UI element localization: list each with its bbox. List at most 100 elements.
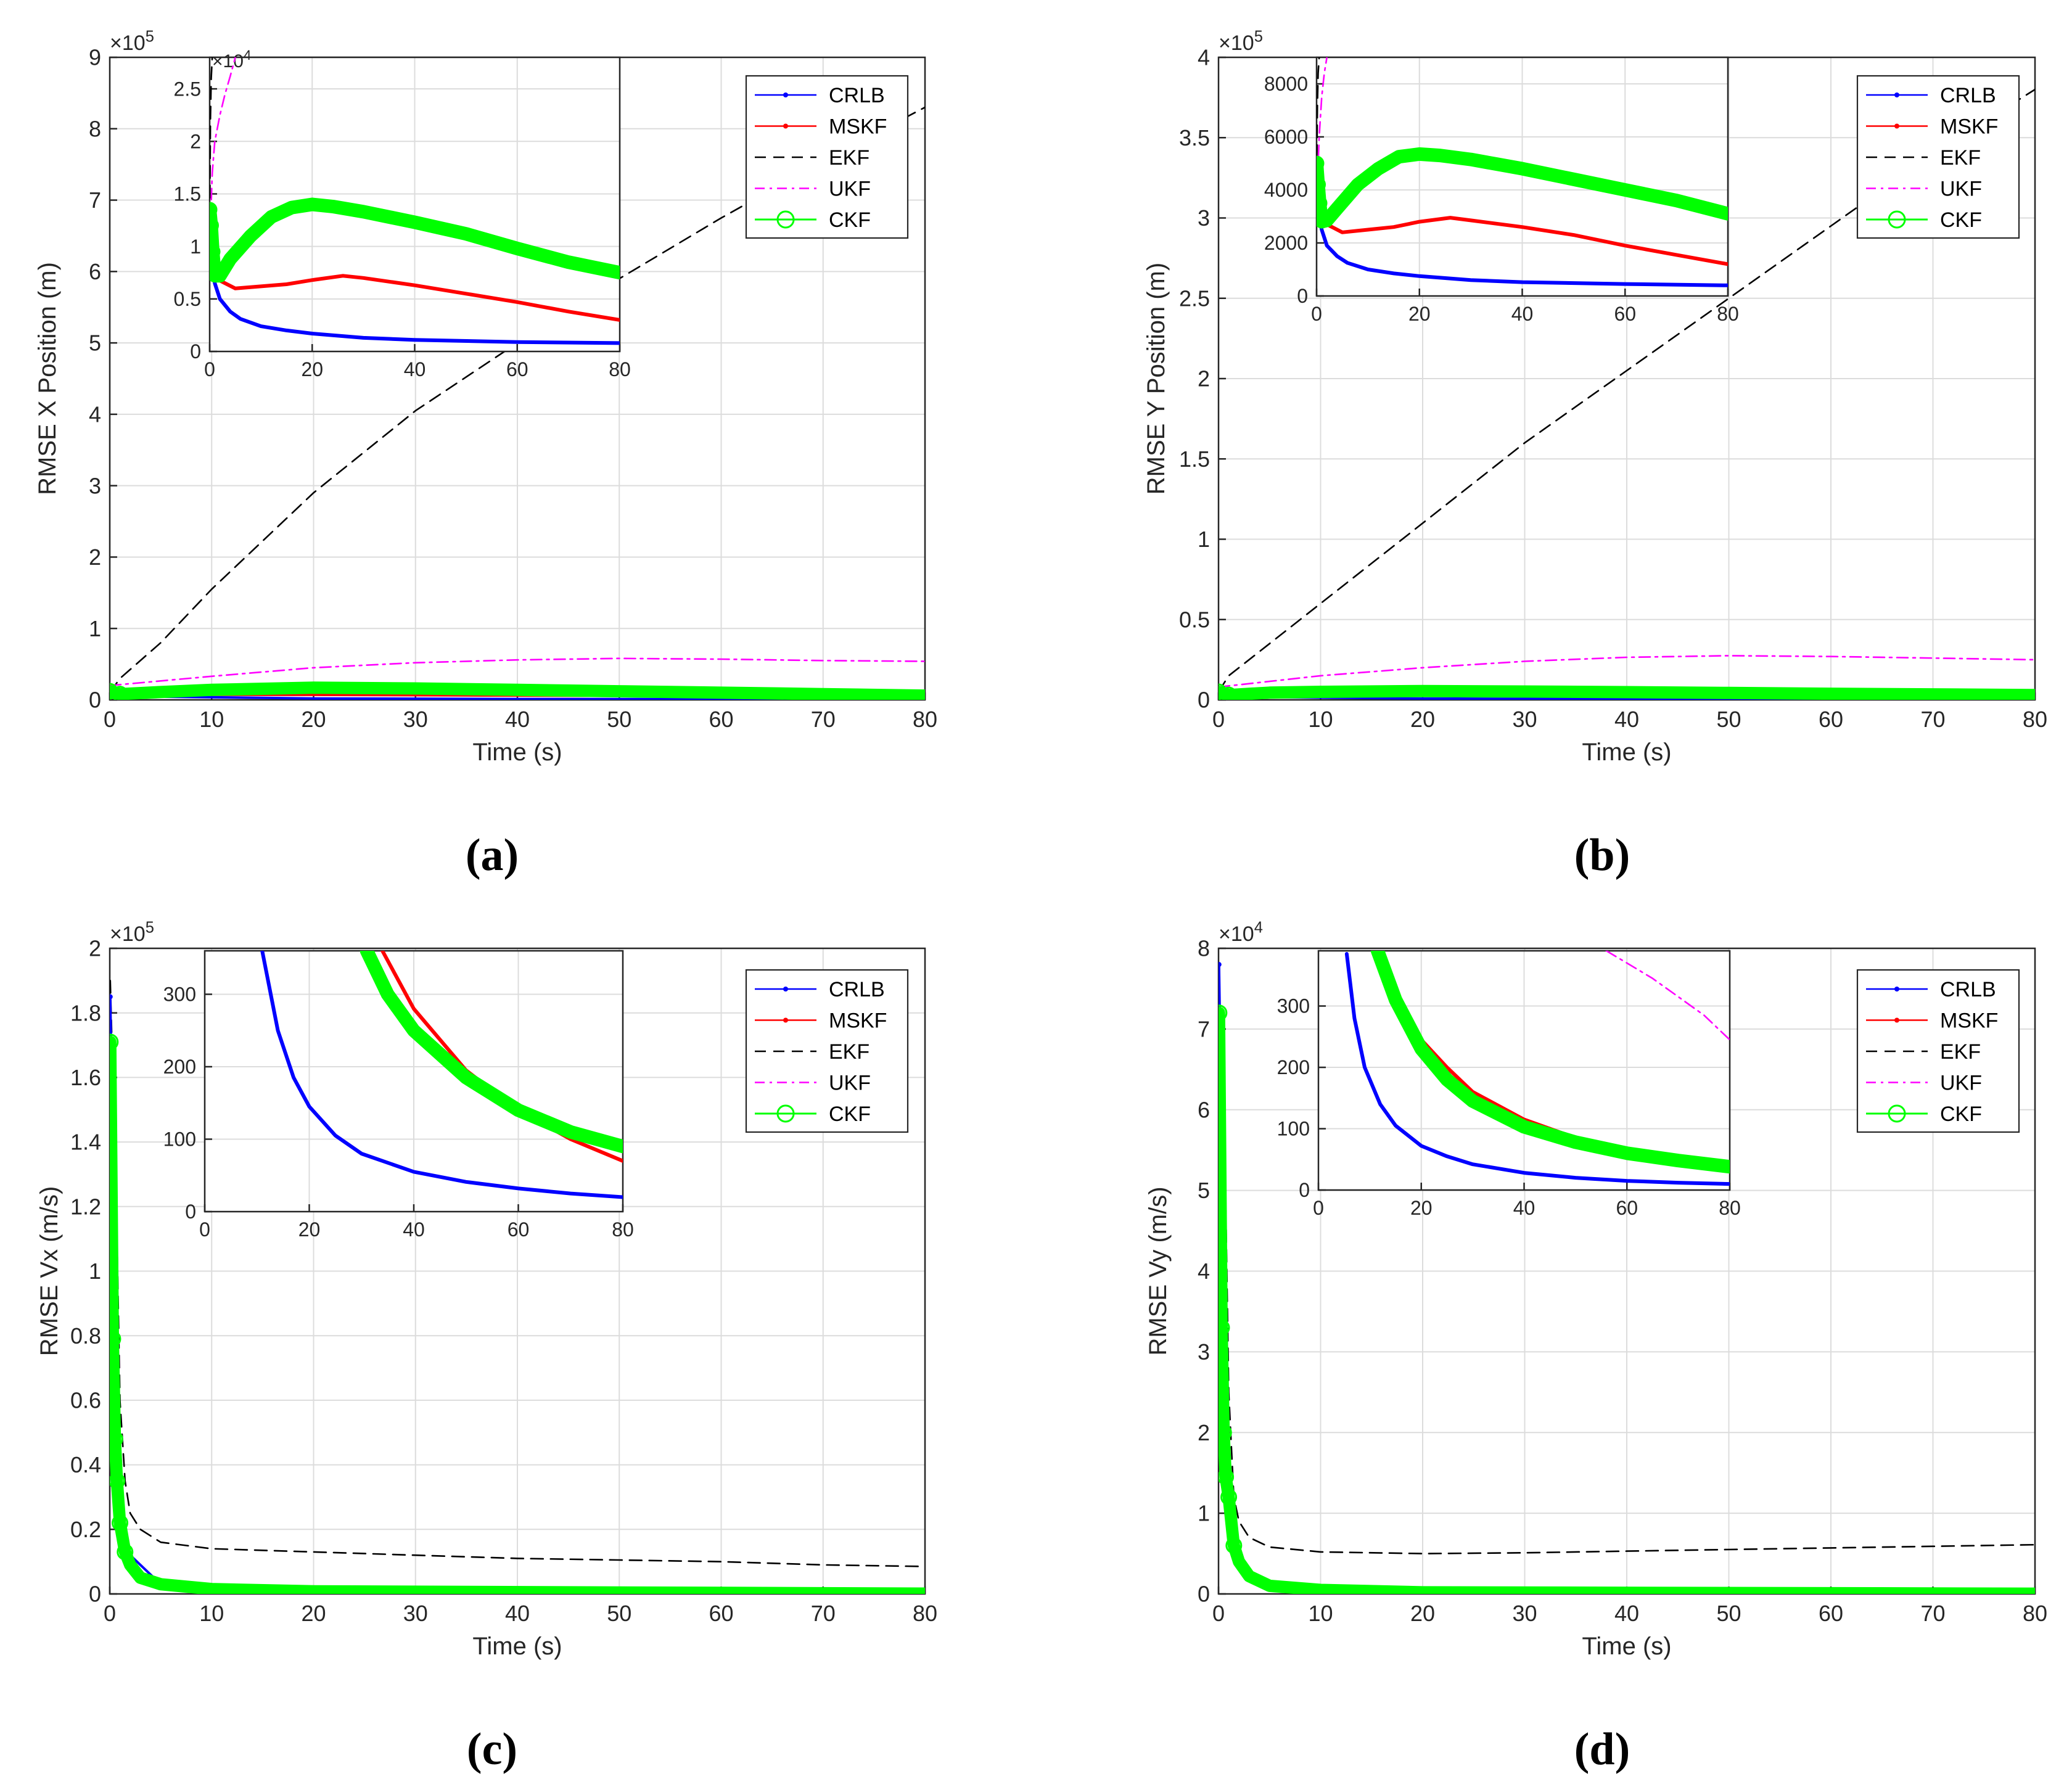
- chart-d-inset-ytick-label-2: 200: [1277, 1056, 1310, 1078]
- chart-c: 0 10 20 30 40 50 60 70 8000.20.40.60.811.21.41.6…: [36, 919, 937, 1660]
- chart-b-ckf-marker-0: [1219, 683, 1227, 700]
- chart-c-legend-label-mskf: MSKF: [829, 1009, 887, 1033]
- chart-a-inset-exponent-base: ×10: [212, 51, 244, 72]
- chart-a-legend-marker-ckf: [776, 210, 795, 229]
- chart-c-legend-marker-ckf: [776, 1104, 795, 1123]
- chart-d-ytick-label-6: 6: [1198, 1097, 1210, 1122]
- chart-d-inset-xtick-label-1: 20: [1410, 1197, 1433, 1219]
- chart-c-ytick-label-7: 1.4: [70, 1130, 101, 1155]
- chart-a-legend-dot-crlb: [783, 92, 788, 97]
- chart-b-legend-label-ukf: UKF: [1940, 178, 1982, 201]
- chart-b-legend-label-crlb: CRLB: [1940, 84, 1996, 107]
- chart-a-inset-series-mskf: [210, 244, 620, 322]
- chart-b-xtick-label-8: 80: [2023, 707, 2047, 732]
- chart-c-ylabel: RMSE Vx (m/s): [36, 1186, 63, 1357]
- chart-b-inset-ckf-marker-2: [1317, 195, 1328, 211]
- chart-c-legend-label-ckf: CKF: [829, 1102, 871, 1126]
- chart-c-xtick-label-3: 30: [403, 1601, 428, 1626]
- chart-b-series-ukf: [1219, 655, 2035, 688]
- chart-d-ytick-label-3: 3: [1198, 1339, 1210, 1365]
- chart-b-inset-ckf-marker-1: [1317, 176, 1326, 192]
- chart-b-legend-dot-mskf: [1894, 123, 1899, 129]
- chart-c-ytick-label-8: 1.6: [70, 1065, 101, 1090]
- chart-a-ytick-label-6: 6: [89, 259, 101, 284]
- chart-a-legend-box: [745, 75, 909, 239]
- chart-b-ytick-label-4: 2: [1198, 366, 1210, 392]
- chart-a-inset-xtick-label-0: 0: [204, 358, 215, 380]
- chart-c-ckf-marker-5: [117, 1543, 134, 1561]
- chart-b-inset-series-crlb: [1317, 188, 1728, 287]
- chart-a-exponent-power: 5: [146, 28, 154, 45]
- chart-d-legend-label-crlb: CRLB: [1940, 978, 1996, 1001]
- chart-c-ytick-label-6: 1.2: [70, 1194, 101, 1219]
- chart-c-exponent: ×105: [110, 919, 154, 946]
- chart-b-legend-label-mskf: MSKF: [1940, 115, 1998, 139]
- chart-a-xlabel: Time (s): [472, 739, 562, 766]
- chart-a-ytick-label-3: 3: [89, 473, 101, 498]
- chart-d-inset-ytick-label-1: 100: [1277, 1118, 1310, 1140]
- chart-b-xtick-label-5: 50: [1716, 707, 1741, 732]
- chart-c-ckf-marker-2: [110, 1431, 123, 1448]
- chart-d-crlb-dot: [1219, 962, 1222, 967]
- chart-d-inset-xtick-label-3: 60: [1616, 1197, 1638, 1219]
- chart-d-exponent: ×104: [1219, 919, 1263, 946]
- chart-c-inset: 0 20 40 60 80 0 100 200 300: [163, 950, 634, 1241]
- chart-b-xtick-label-2: 20: [1410, 707, 1435, 732]
- chart-a-inset-xtick-label-1: 20: [301, 358, 323, 380]
- chart-b-inset-series-mskf: [1317, 201, 1728, 266]
- chart-c-ytick-label-2: 0.4: [70, 1452, 101, 1477]
- chart-a-xtick-label-8: 80: [913, 707, 937, 732]
- chart-d-ytick-label-8: 8: [1198, 936, 1210, 961]
- chart-b-ytick-label-0: 0: [1198, 688, 1210, 713]
- chart-a-ytick-label-9: 9: [89, 45, 101, 70]
- chart-a-inset-ytick-label-4: 2: [190, 130, 201, 152]
- chart-b-inset-xtick-label-4: 80: [1717, 303, 1739, 325]
- chart-b-inset: 0 20 40 60 80 0 2000 4000 6000 8000: [1264, 56, 1739, 325]
- chart-b-ytick-label-1: 0.5: [1179, 607, 1210, 632]
- chart-d-xtick-label-4: 40: [1614, 1601, 1639, 1626]
- chart-a-inset-ckf-marker-1: [210, 218, 219, 234]
- chart-d-legend-dot-mskf: [1894, 1017, 1899, 1023]
- chart-b-xtick-label-0: 0: [1212, 707, 1225, 732]
- chart-c-ytick-label-1: 0.2: [70, 1517, 101, 1542]
- chart-b-ytick-label-6: 3: [1198, 205, 1210, 231]
- chart-c-ytick-label-0: 0: [89, 1582, 101, 1607]
- chart-b-inset-ytick-label-3: 6000: [1264, 126, 1308, 148]
- chart-b-ytick-label-3: 1.5: [1179, 446, 1210, 472]
- chart-b-inset-xtick-label-2: 40: [1511, 303, 1534, 325]
- chart-a-ytick-label-7: 7: [89, 187, 101, 213]
- chart-b-xtick-label-3: 30: [1512, 707, 1537, 732]
- chart-b-exponent-base: ×10: [1219, 31, 1254, 55]
- chart-c-ytick-label-5: 1: [89, 1258, 101, 1284]
- chart-c-xlabel: Time (s): [472, 1633, 562, 1660]
- chart-d-inset-xtick-label-2: 40: [1513, 1197, 1536, 1219]
- chart-b-xtick-label-4: 40: [1614, 707, 1639, 732]
- chart-d-legend-label-ekf: EKF: [1940, 1040, 1981, 1064]
- chart-c-ytick-label-4: 0.8: [70, 1323, 101, 1349]
- chart-a-ytick-label-5: 5: [89, 330, 101, 356]
- chart-a-inset-xtick-label-4: 80: [609, 358, 631, 380]
- chart-a-exponent-base: ×10: [110, 31, 146, 55]
- chart-d-ckf-marker-5: [1225, 1537, 1243, 1554]
- chart-c-inset-series-crlb: [260, 951, 623, 1199]
- chart-a-xtick-label-3: 30: [403, 707, 428, 732]
- chart-d-ytick-label-4: 4: [1198, 1258, 1210, 1284]
- chart-c-inset-xtick-label-0: 0: [199, 1218, 210, 1241]
- chart-b-inset-series-ekf: [1317, 57, 1320, 218]
- chart-b-inset-series-ckf: [1317, 147, 1728, 229]
- chart-a-ylabel: RMSE X Position (m): [34, 262, 61, 495]
- chart-a-exponent: ×105: [110, 28, 154, 55]
- chart-c-ckf-marker-0: [110, 1033, 119, 1051]
- chart-a-inset-exponent-power: 4: [244, 47, 252, 63]
- chart-a-xtick-label-4: 40: [505, 707, 530, 732]
- chart-d-xtick-label-8: 80: [2023, 1601, 2047, 1626]
- chart-d-inset-series-ukf: [1605, 951, 1730, 1041]
- chart-b-legend-label-ckf: CKF: [1940, 208, 1982, 232]
- chart-c-ytick-label-10: 2: [89, 936, 101, 961]
- chart-c-exponent-base: ×10: [110, 922, 146, 946]
- chart-d-xtick-label-3: 30: [1512, 1601, 1537, 1626]
- chart-c-ytick-label-9: 1.8: [70, 1000, 101, 1025]
- chart-c-inset-ytick-label-3: 300: [163, 983, 196, 1006]
